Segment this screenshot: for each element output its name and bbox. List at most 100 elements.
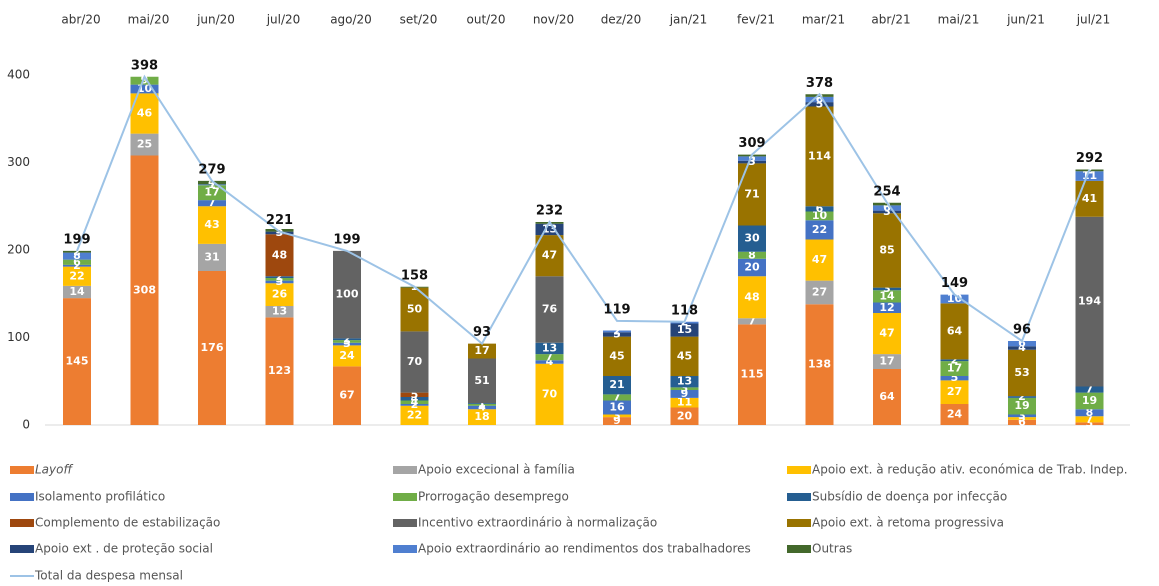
segment-label: 7 xyxy=(208,196,216,209)
segment-label: 85 xyxy=(879,243,894,256)
segment-label: 70 xyxy=(542,387,558,400)
bar-segment xyxy=(670,397,699,408)
segment-label: 194 xyxy=(1078,295,1101,308)
segment-label: 8 xyxy=(1086,406,1094,419)
bar-segment xyxy=(198,271,226,425)
segment-label: 76 xyxy=(542,303,558,316)
bar-segment xyxy=(670,323,699,337)
segment-label: 14 xyxy=(879,289,895,302)
segment-label: 7 xyxy=(1086,412,1094,425)
segment-label: 115 xyxy=(741,368,764,381)
x-tick-label: abr/20 xyxy=(61,13,100,27)
bar-segment xyxy=(1008,419,1036,425)
segment-label: 50 xyxy=(407,303,423,316)
segment-label: 4 xyxy=(478,401,486,414)
segment-label: 123 xyxy=(268,364,291,377)
legend-label: Apoio ext. à retoma progressiva xyxy=(812,516,1004,530)
total-label: 149 xyxy=(941,276,968,291)
bar-segment xyxy=(738,160,766,164)
segment-label: 19 xyxy=(1014,399,1029,412)
bar-segment xyxy=(63,266,91,286)
bar-segment xyxy=(873,205,901,211)
segment-label: 3 xyxy=(276,223,284,236)
segment-label: 308 xyxy=(133,283,156,296)
legend-swatch xyxy=(393,519,417,527)
segment-label: 16 xyxy=(609,401,625,414)
x-tick-label: dez/20 xyxy=(601,13,642,27)
segment-label: 3 xyxy=(1018,409,1026,422)
total-line xyxy=(76,74,1091,346)
segment-label: 3 xyxy=(748,155,756,168)
segment-label: 7 xyxy=(1086,383,1094,396)
segment-label: 10 xyxy=(812,209,828,222)
bar-segment xyxy=(873,287,901,291)
segment-label: 9 xyxy=(141,74,149,87)
y-tick-label: 0 xyxy=(22,418,30,432)
x-tick-label: out/20 xyxy=(467,13,506,27)
bar-segment xyxy=(873,302,901,313)
x-tick-label: mai/20 xyxy=(128,13,170,27)
segment-label: 13 xyxy=(272,305,287,318)
segment-label: 47 xyxy=(812,253,827,266)
legend-swatch xyxy=(10,519,34,527)
segment-label: 7 xyxy=(613,390,621,403)
segment-label: 6 xyxy=(1018,337,1026,350)
bar-segment xyxy=(333,250,361,339)
segment-label: 67 xyxy=(339,389,354,402)
bar-segment xyxy=(1075,409,1104,417)
bar-segment xyxy=(738,258,766,277)
bar-segment xyxy=(1075,392,1104,410)
bar-segment xyxy=(1008,414,1036,418)
bar-segment xyxy=(400,331,429,393)
segment-label: 2 xyxy=(478,398,486,411)
bar-segment xyxy=(198,243,226,271)
segment-label: 5 xyxy=(748,152,756,165)
legend-swatch xyxy=(393,545,417,553)
bar-segment xyxy=(535,342,564,355)
segment-label: 3 xyxy=(276,275,284,288)
bar-segment xyxy=(63,298,91,425)
total-label: 254 xyxy=(873,184,900,199)
bar-segment xyxy=(198,206,226,244)
segment-label: 2 xyxy=(343,332,351,345)
segment-label: 43 xyxy=(204,218,219,231)
legend-label: Complemento de estabilização xyxy=(35,516,220,530)
bar-segment xyxy=(670,407,699,425)
bar-segment xyxy=(940,380,969,404)
bar-segment xyxy=(873,210,901,214)
segment-label: 176 xyxy=(201,341,224,354)
bar-segment xyxy=(400,397,429,401)
segment-label: 3 xyxy=(1086,417,1094,430)
bar-segment xyxy=(1075,180,1104,217)
bar-segment xyxy=(265,306,294,318)
segment-label: 2 xyxy=(411,398,419,411)
bar-segment xyxy=(468,405,496,410)
bar-segment xyxy=(738,251,766,259)
segment-label: 4 xyxy=(1018,341,1026,354)
x-tick-label: set/20 xyxy=(400,13,438,27)
bar-segment xyxy=(805,304,834,425)
segment-label: 3 xyxy=(343,334,351,347)
segment-label: 2 xyxy=(1018,390,1026,403)
segment-label: 6 xyxy=(73,255,81,268)
bar-segment xyxy=(333,366,361,425)
segment-label: 48 xyxy=(272,248,287,261)
bar-segment xyxy=(873,213,901,288)
bar-segment xyxy=(400,400,429,404)
bar-segment xyxy=(400,404,429,406)
legend-swatch xyxy=(393,466,417,474)
segment-label: 138 xyxy=(808,358,831,371)
segment-label: 24 xyxy=(947,408,963,421)
bar-segment xyxy=(1075,171,1104,181)
segment-label: 20 xyxy=(677,409,693,422)
segment-label: 6 xyxy=(816,93,824,106)
bar-segment xyxy=(603,332,631,337)
legend-label: Apoio ext . de proteção social xyxy=(35,542,213,556)
segment-label: 2 xyxy=(951,353,959,366)
segment-label: 9 xyxy=(613,414,621,427)
y-tick-label: 300 xyxy=(7,155,30,169)
legend-label: Apoio ext. à redução ativ. económica de … xyxy=(812,463,1128,477)
bar-segment xyxy=(670,390,699,398)
x-tick-label: fev/21 xyxy=(737,13,775,27)
